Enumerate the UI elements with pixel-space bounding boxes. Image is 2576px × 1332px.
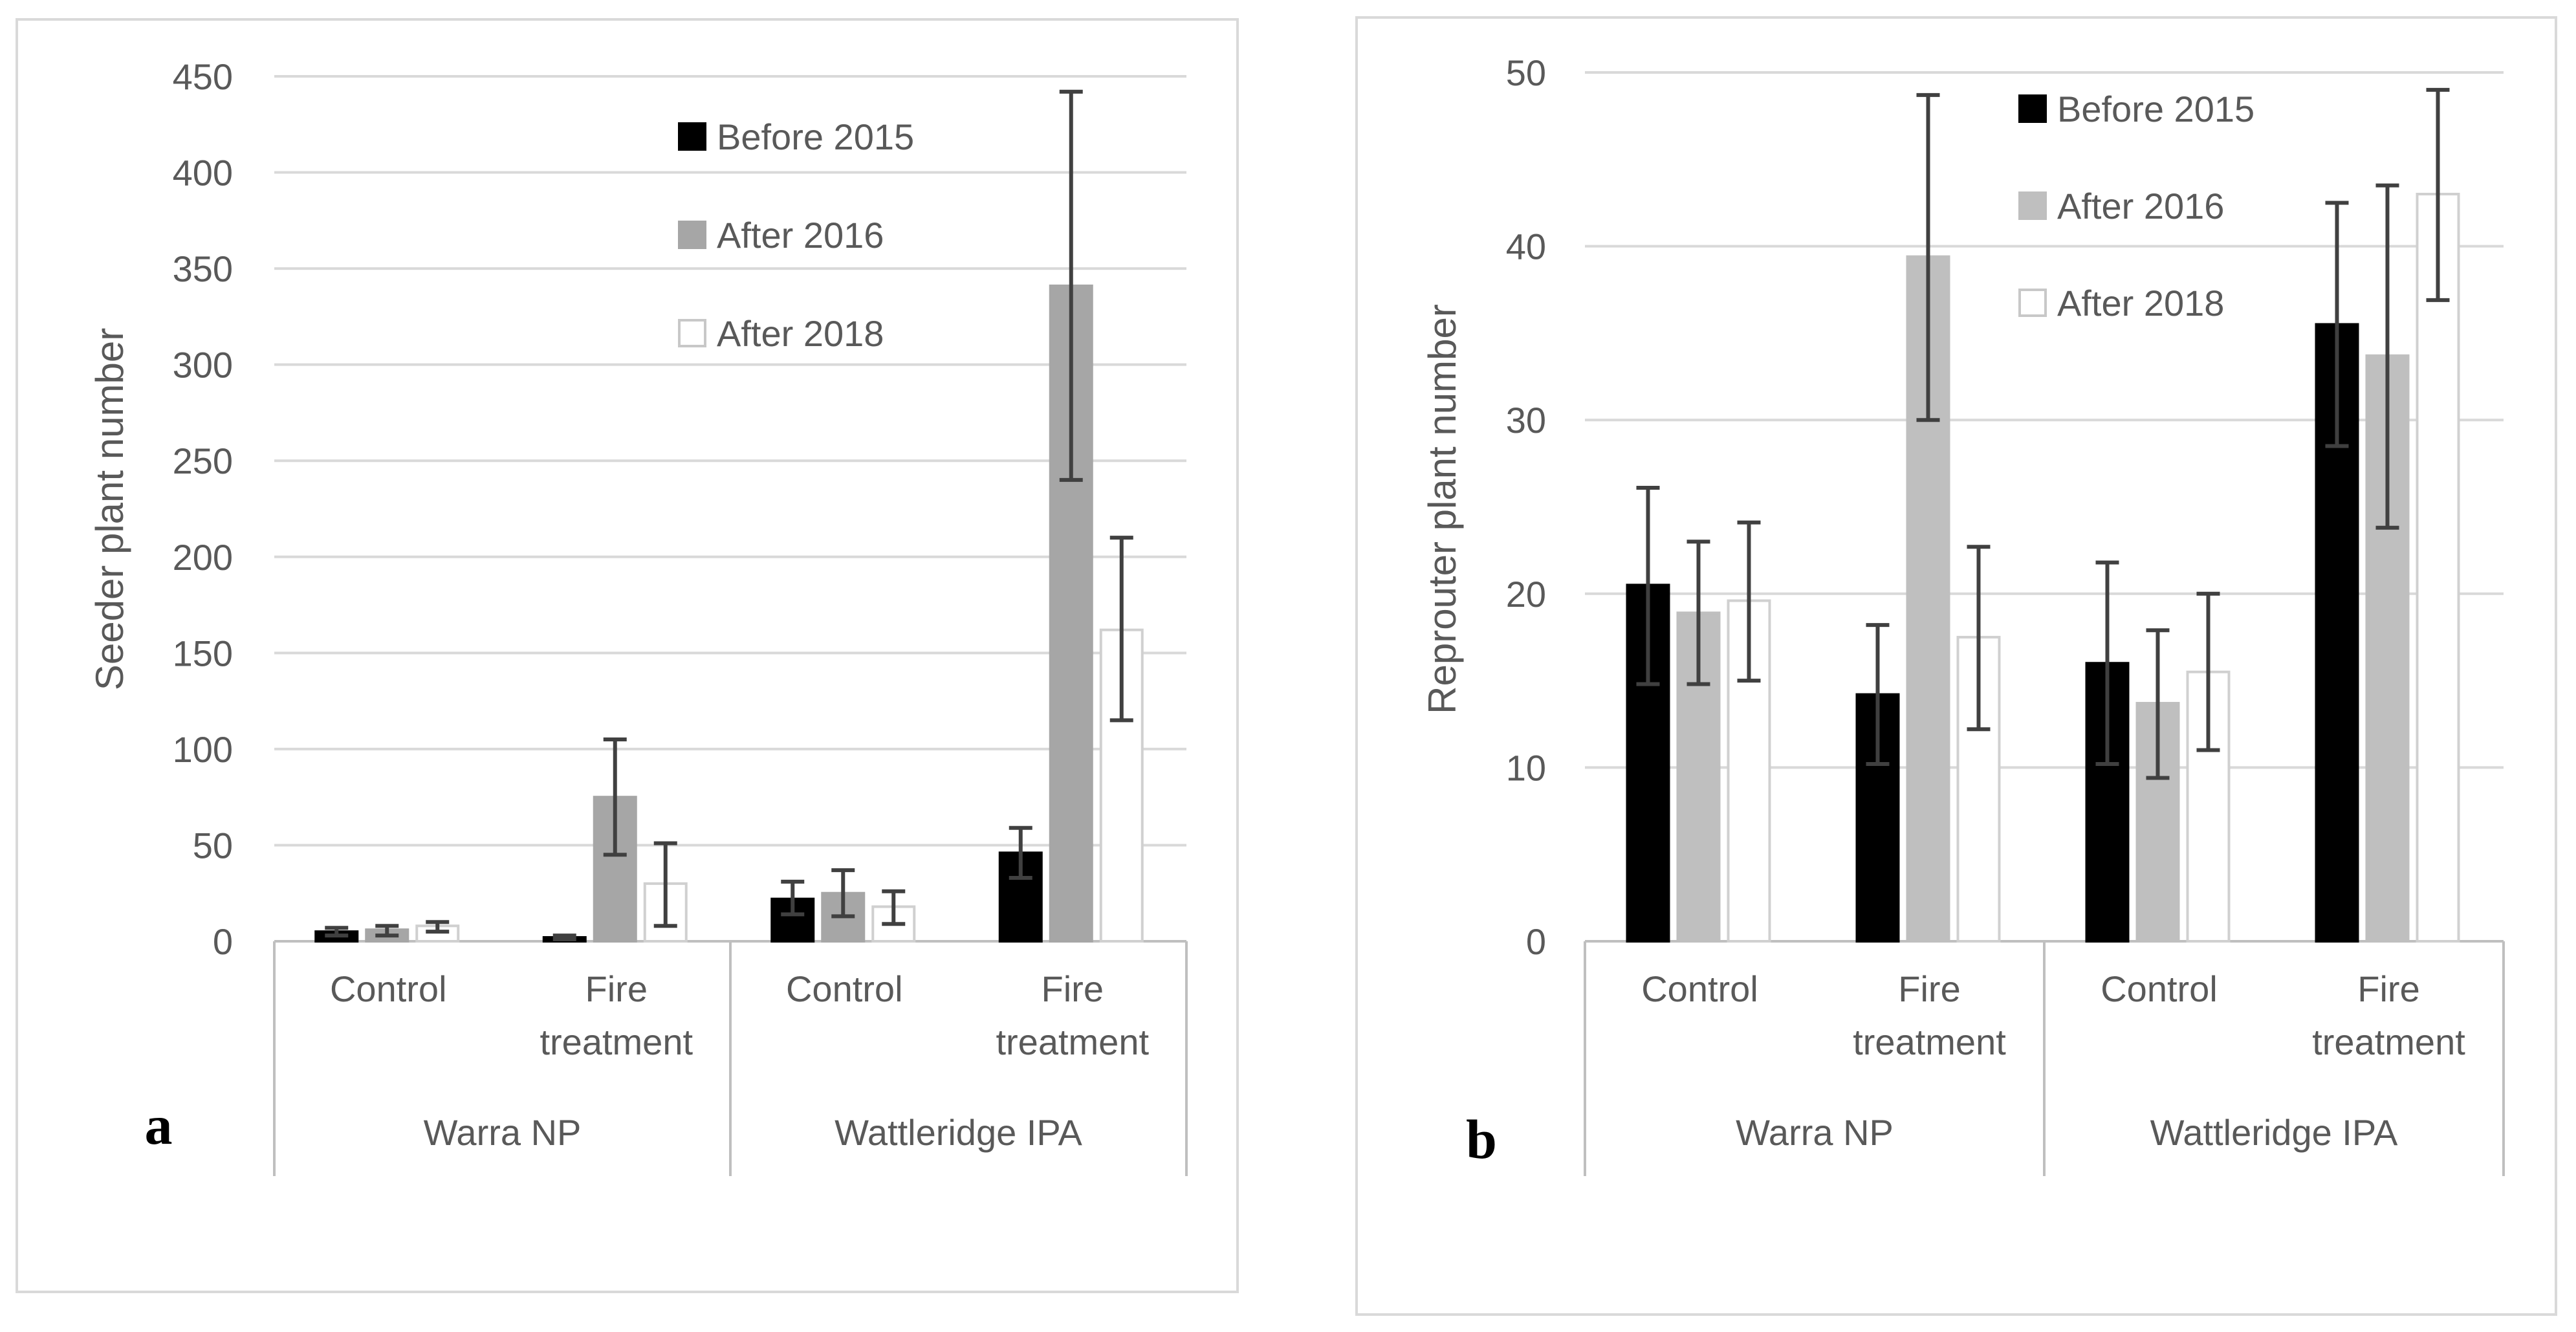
- panel-letter: a: [145, 1094, 173, 1156]
- y-tick-label: 50: [193, 825, 233, 866]
- y-tick-label: 50: [1506, 52, 1546, 93]
- x-category-label: Control: [1641, 968, 1758, 1009]
- legend-swatch: [678, 122, 706, 151]
- x-group-label: Warra NP: [424, 1112, 582, 1153]
- bar-after-2018: [2416, 193, 2460, 943]
- x-category-label: Fire: [1898, 968, 1960, 1009]
- y-tick-label: 20: [1506, 574, 1546, 615]
- x-group-label: Wattleridge IPA: [2150, 1112, 2398, 1153]
- y-tick-label: 400: [173, 153, 233, 193]
- y-tick-label: 450: [173, 56, 233, 97]
- y-tick-label: 150: [173, 633, 233, 673]
- y-axis-label: Reprouter plant number: [1421, 304, 1464, 714]
- legend-label: After 2018: [717, 313, 884, 354]
- legend-swatch: [2018, 289, 2047, 317]
- x-category-label: treatment: [2312, 1021, 2465, 1062]
- y-tick-label: 250: [173, 441, 233, 481]
- y-tick-label: 300: [173, 345, 233, 386]
- legend-label: Before 2015: [717, 116, 914, 157]
- legend-label: After 2016: [717, 215, 884, 256]
- y-tick-label: 30: [1506, 400, 1546, 441]
- y-tick-label: 350: [173, 248, 233, 289]
- x-category-label: treatment: [1853, 1021, 2006, 1062]
- y-tick-label: 0: [213, 921, 233, 962]
- chart-panel-a: 0 50 100 150 200 250 300 350 400 450 Seeder plant …: [16, 18, 1239, 1293]
- chart-panel-b: 0 10 20 30 40 50 Reprouter plant number Control…: [1355, 16, 2557, 1316]
- x-category-label: treatment: [996, 1021, 1149, 1062]
- legend: Before 2015 After 2016 After 2018: [678, 116, 914, 354]
- x-category-label: treatment: [540, 1021, 693, 1062]
- legend-label: After 2016: [2057, 186, 2224, 226]
- y-axis-label: Seeder plant number: [88, 328, 131, 690]
- x-category-label: Control: [786, 968, 903, 1009]
- panel-letter: b: [1466, 1108, 1497, 1170]
- x-group-label: Wattleridge IPA: [835, 1112, 1082, 1153]
- x-group-label: Warra NP: [1736, 1112, 1894, 1153]
- y-tick-label: 200: [173, 537, 233, 578]
- legend-swatch: [2018, 94, 2047, 123]
- x-category-label: Fire: [1042, 968, 1104, 1009]
- x-category-label: Fire: [585, 968, 648, 1009]
- legend-swatch: [678, 319, 706, 347]
- legend-label: After 2018: [2057, 283, 2224, 323]
- legend-swatch: [678, 221, 706, 249]
- x-category-label: Fire: [2357, 968, 2419, 1009]
- legend: Before 2015 After 2016 After 2018: [2018, 89, 2254, 323]
- chart-border: [1355, 16, 2557, 1316]
- legend-swatch: [2018, 191, 2047, 220]
- legend-label: Before 2015: [2057, 89, 2254, 129]
- y-tick-label: 0: [1526, 921, 1546, 962]
- x-category-label: Control: [2101, 968, 2218, 1009]
- chart-border: [16, 18, 1239, 1293]
- x-category-label: Control: [330, 968, 447, 1009]
- y-tick-label: 10: [1506, 747, 1546, 788]
- y-tick-label: 100: [173, 729, 233, 770]
- y-tick-label: 40: [1506, 226, 1546, 267]
